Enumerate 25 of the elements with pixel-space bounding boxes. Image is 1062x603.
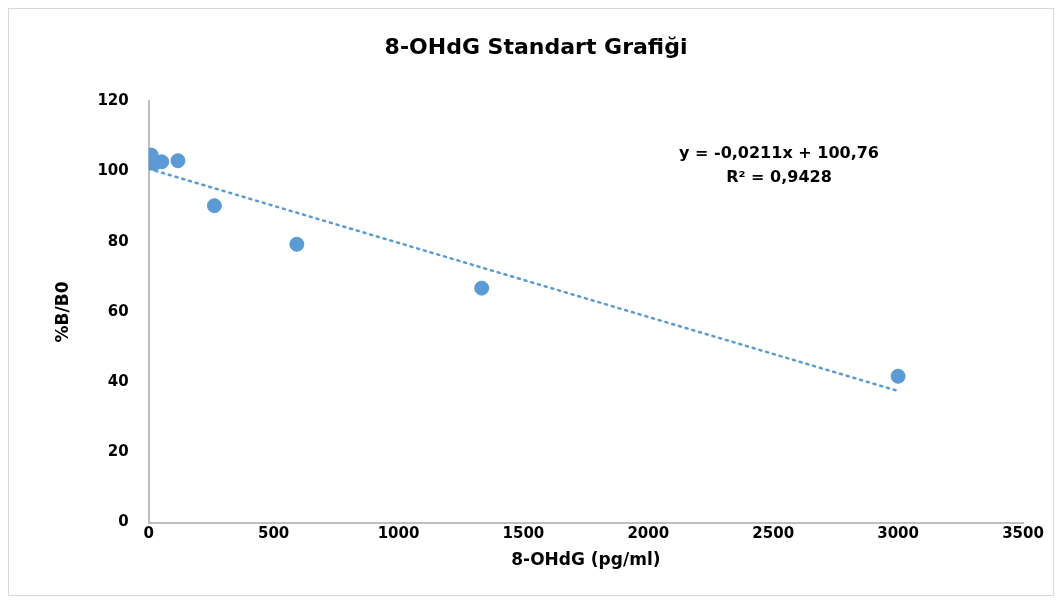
x-tick-label: 1500 (502, 524, 545, 543)
x-tick-label: 3500 (1002, 524, 1044, 543)
x-tick-label: 0 (143, 524, 154, 543)
point (890, 368, 906, 384)
y-tick-label: 40 (107, 372, 129, 391)
point (289, 236, 305, 252)
y-tick-label: 0 (118, 512, 129, 531)
x-tick-label: 3000 (877, 524, 919, 543)
point (474, 280, 490, 296)
x-tick-label: 500 (257, 524, 290, 543)
x-tick-label: 2500 (752, 524, 795, 543)
x-axis-title: 8-OHdG (pg/ml) (511, 549, 661, 570)
chart-title: 8-OHdG Standart Grafiği (384, 33, 688, 59)
y-tick-label: 120 (97, 91, 129, 110)
y-tick-label: 20 (107, 442, 129, 461)
point (206, 198, 222, 214)
x-tick-label: 1000 (377, 524, 420, 543)
y-tick-label: 100 (97, 161, 129, 180)
point (170, 153, 186, 169)
y-axis-title: %B/B0 (51, 281, 72, 343)
annotation: y = -0,0211x + 100,76 (678, 142, 880, 164)
y-tick-label: 80 (107, 231, 129, 250)
y-tick-label: 60 (107, 301, 129, 320)
annotation: R² = 0,9428 (725, 166, 833, 188)
x-tick-label: 2000 (627, 524, 670, 543)
